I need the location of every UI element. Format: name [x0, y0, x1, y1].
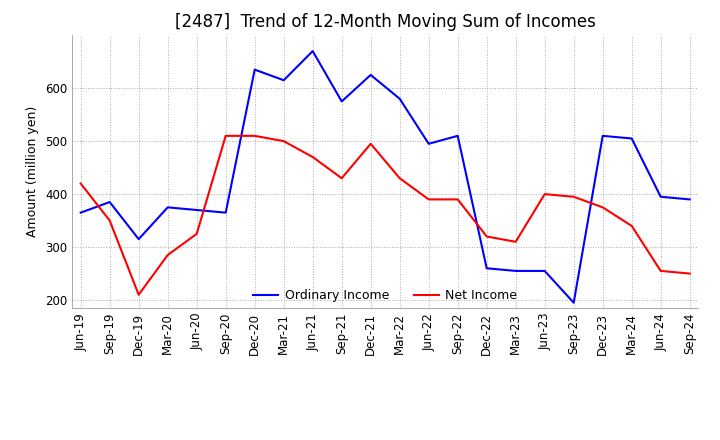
Ordinary Income [511, 268, 520, 274]
Net Income [657, 268, 665, 274]
Ordinary Income [424, 141, 433, 147]
Net Income [338, 176, 346, 181]
Ordinary Income [657, 194, 665, 199]
Net Income [221, 133, 230, 139]
Ordinary Income [279, 77, 288, 83]
Ordinary Income [454, 133, 462, 139]
Ordinary Income [598, 133, 607, 139]
Net Income [395, 176, 404, 181]
Net Income [482, 234, 491, 239]
Net Income [76, 181, 85, 186]
Ordinary Income [135, 236, 143, 242]
Title: [2487]  Trend of 12-Month Moving Sum of Incomes: [2487] Trend of 12-Month Moving Sum of I… [175, 13, 595, 31]
Net Income [598, 205, 607, 210]
Ordinary Income [366, 72, 375, 77]
Net Income [308, 154, 317, 160]
Ordinary Income [105, 199, 114, 205]
Ordinary Income [395, 96, 404, 101]
Line: Net Income: Net Income [81, 136, 690, 295]
Net Income [163, 253, 172, 258]
Ordinary Income [192, 207, 201, 213]
Net Income [279, 139, 288, 144]
Net Income [424, 197, 433, 202]
Line: Ordinary Income: Ordinary Income [81, 51, 690, 303]
Net Income [454, 197, 462, 202]
Net Income [135, 292, 143, 297]
Net Income [251, 133, 259, 139]
Net Income [192, 231, 201, 236]
Net Income [105, 218, 114, 223]
Net Income [570, 194, 578, 199]
Net Income [366, 141, 375, 147]
Ordinary Income [482, 266, 491, 271]
Net Income [685, 271, 694, 276]
Legend: Ordinary Income, Net Income: Ordinary Income, Net Income [248, 284, 522, 307]
Ordinary Income [76, 210, 85, 215]
Net Income [511, 239, 520, 245]
Ordinary Income [541, 268, 549, 274]
Y-axis label: Amount (million yen): Amount (million yen) [27, 106, 40, 237]
Ordinary Income [308, 48, 317, 54]
Net Income [627, 223, 636, 228]
Ordinary Income [685, 197, 694, 202]
Ordinary Income [221, 210, 230, 215]
Ordinary Income [338, 99, 346, 104]
Ordinary Income [627, 136, 636, 141]
Net Income [541, 191, 549, 197]
Ordinary Income [163, 205, 172, 210]
Ordinary Income [251, 67, 259, 72]
Ordinary Income [570, 300, 578, 305]
